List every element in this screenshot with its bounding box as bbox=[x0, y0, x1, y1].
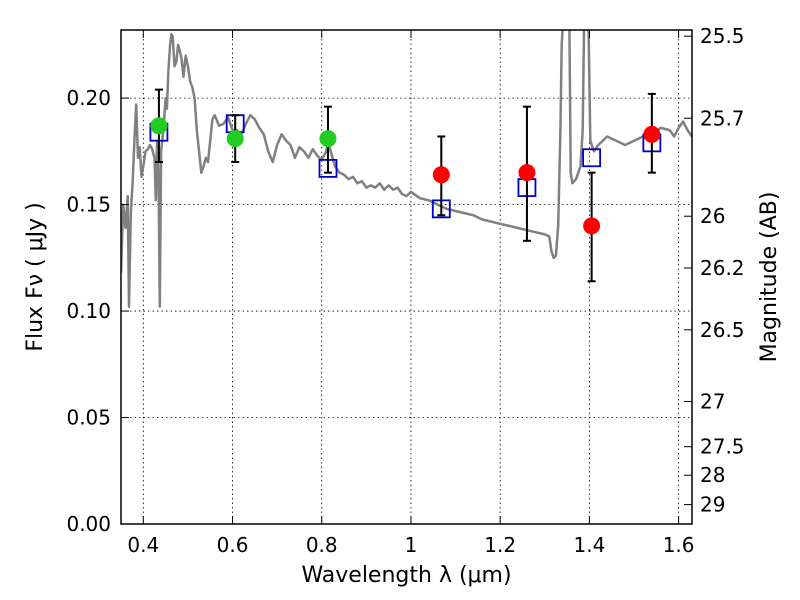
right-tick-label: 26.2 bbox=[700, 256, 745, 280]
model-photometry-square bbox=[582, 148, 602, 168]
x-tick-label: 1.4 bbox=[573, 533, 605, 557]
grid-lines bbox=[121, 30, 692, 525]
y-tick-label: 0.10 bbox=[66, 299, 111, 323]
right-tick-label: 27.5 bbox=[700, 435, 745, 459]
error-bars bbox=[154, 88, 656, 283]
plot-data bbox=[121, 30, 692, 309]
y-tick-label: 0.20 bbox=[66, 86, 111, 110]
right-tick-label: 29 bbox=[700, 493, 725, 517]
right-tick-label: 25.7 bbox=[700, 106, 745, 130]
x-tick-label: 0.4 bbox=[127, 533, 159, 557]
nir-point bbox=[643, 125, 661, 143]
x-tick-label: 0.6 bbox=[217, 533, 249, 557]
y-axis-label: Flux Fν ( μJy ) bbox=[23, 202, 48, 351]
optical-point bbox=[150, 117, 168, 135]
tick-labels: 0.4 0.6 0.8 1 1.2 1.4 1.6 0.00 0.05 0.10 0.15 0.20 2… bbox=[66, 24, 744, 557]
observed-markers bbox=[150, 117, 661, 235]
x-tick-label: 1 bbox=[405, 533, 418, 557]
y-tick-label: 0.00 bbox=[66, 512, 111, 536]
nir-point bbox=[432, 166, 450, 184]
x-tick-label: 1.2 bbox=[484, 533, 516, 557]
nir-point bbox=[583, 217, 601, 235]
axis-ticks bbox=[121, 30, 692, 525]
x-axis-label: Wavelength λ (μm) bbox=[301, 563, 511, 588]
right-tick-label: 28 bbox=[700, 463, 725, 487]
right-tick-label: 26.5 bbox=[700, 318, 745, 342]
y-tick-label: 0.15 bbox=[66, 193, 111, 217]
right-tick-label: 25.5 bbox=[700, 24, 745, 48]
model-spectrum-line bbox=[121, 30, 692, 309]
nir-point bbox=[518, 164, 536, 182]
right-tick-label: 26 bbox=[700, 204, 725, 228]
optical-point bbox=[226, 130, 244, 148]
optical-point bbox=[319, 130, 337, 148]
plot-frame bbox=[120, 29, 693, 525]
x-tick-label: 1.6 bbox=[663, 533, 695, 557]
y-tick-label: 0.05 bbox=[66, 406, 111, 430]
right-axis-label: Magnitude (AB) bbox=[757, 192, 782, 363]
x-tick-label: 0.8 bbox=[306, 533, 338, 557]
right-tick-label: 27 bbox=[700, 389, 725, 413]
